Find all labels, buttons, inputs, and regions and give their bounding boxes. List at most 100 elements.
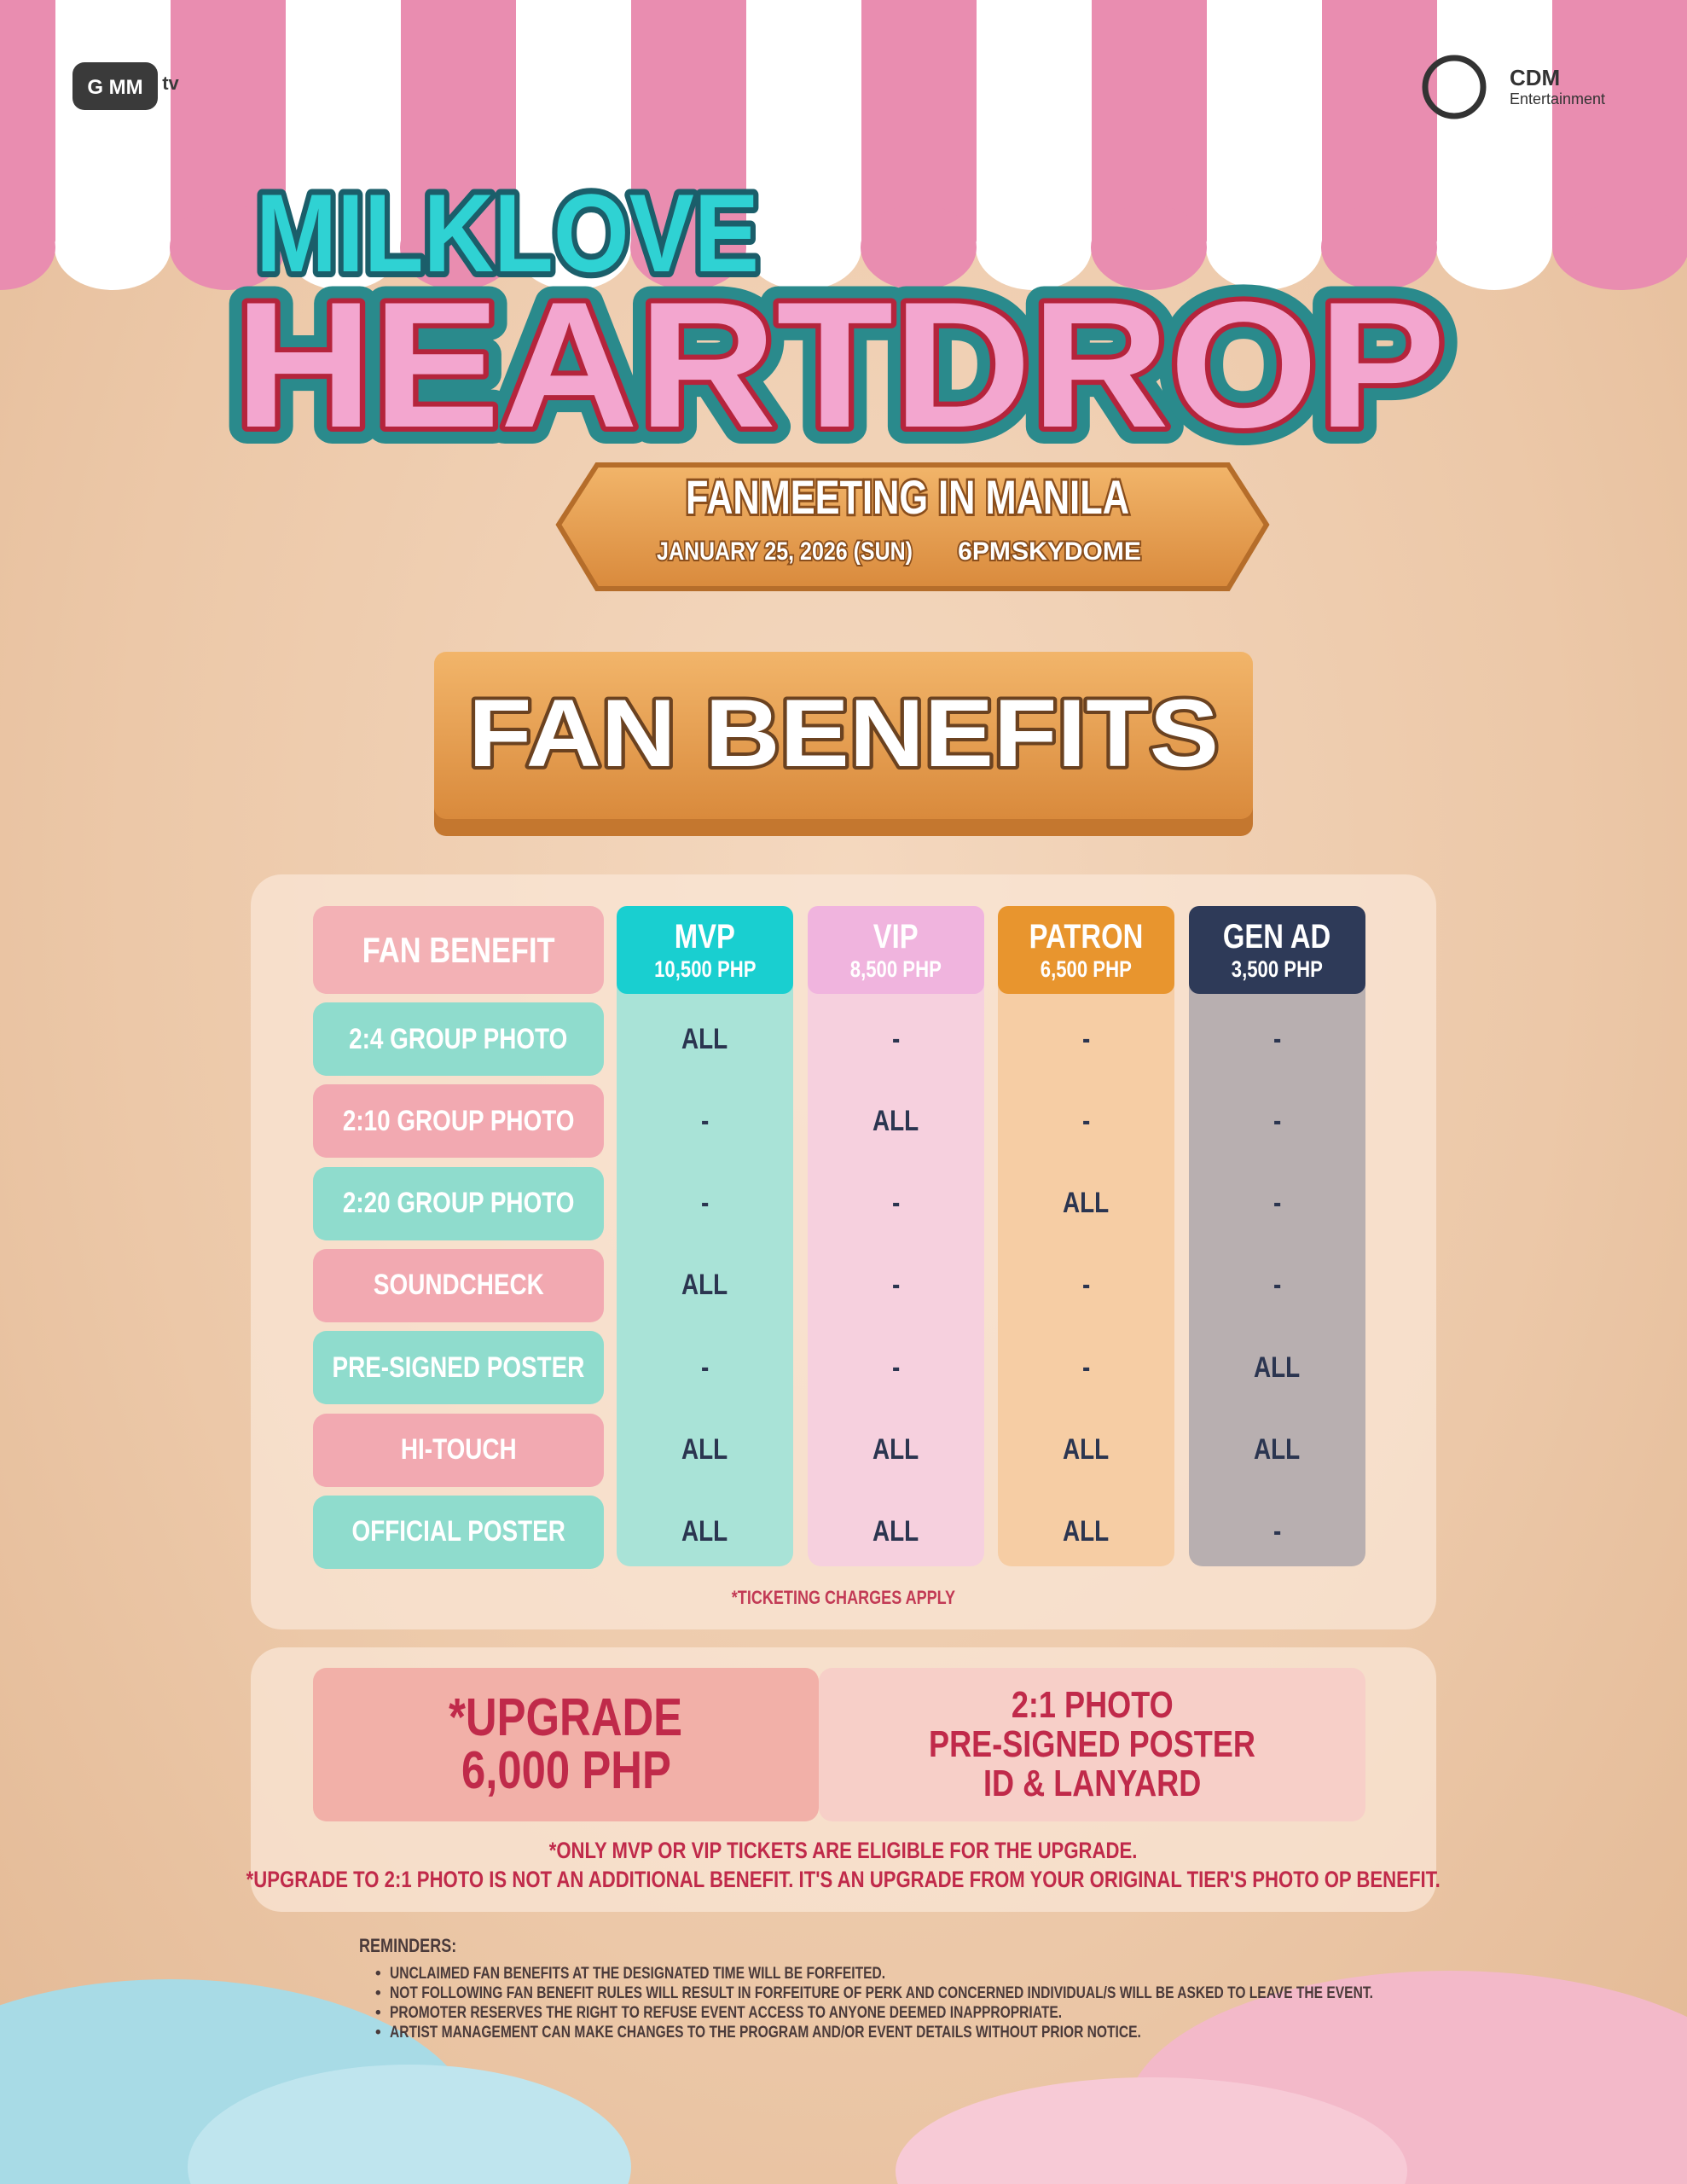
benefit-cell: ALL xyxy=(617,1249,793,1322)
tier-name: GEN AD xyxy=(1223,917,1331,956)
benefit-label-text: HI-TOUCH xyxy=(400,1433,517,1466)
benefit-cell: - xyxy=(808,1002,984,1076)
reminder-item-text: ARTIST MANAGEMENT CAN MAKE CHANGES TO TH… xyxy=(389,2023,1141,2042)
benefit-cell-text: - xyxy=(1272,1515,1282,1548)
board xyxy=(434,652,1253,819)
benefit-cell-text: ALL xyxy=(681,1022,728,1055)
benefit-cell-text: - xyxy=(1272,1187,1282,1220)
tier-name: PATRON xyxy=(1029,917,1144,956)
tier-price: 10,500 PHP xyxy=(653,956,757,982)
upgrade-item: 2:1 PHOTO xyxy=(1011,1683,1174,1726)
tier-header: MVP 10,500 PHP xyxy=(617,906,793,994)
title-line2: HEARTDROP xyxy=(235,264,1446,465)
benefit-label-text: OFFICIAL POSTER xyxy=(351,1515,565,1548)
benefit-cell-text: ALL xyxy=(1254,1350,1301,1384)
cdm-logo xyxy=(1422,55,1487,119)
upgrade-item: PRE-SIGNED POSTER xyxy=(929,1722,1255,1765)
tier-price: 6,500 PHP xyxy=(1040,956,1133,982)
benefit-cell-text: - xyxy=(1272,1022,1282,1055)
upgrade-note: *UPGRADE TO 2:1 PHOTO IS NOT AN ADDITION… xyxy=(246,1865,1441,1894)
reminders-title-text: REMINDERS: xyxy=(359,1935,457,1956)
benefit-cell-text: ALL xyxy=(1063,1515,1110,1548)
tier-name: MVP xyxy=(674,917,736,956)
tier-body xyxy=(808,906,984,1566)
event-date: JANUARY 25, 2026 (SUN) xyxy=(657,537,913,566)
tier-header: PATRON 6,500 PHP xyxy=(998,906,1174,994)
tier-body xyxy=(998,906,1174,1566)
benefit-label: SOUNDCHECK xyxy=(313,1248,604,1322)
benefit-label-text: 2:20 GROUP PHOTO xyxy=(342,1187,575,1220)
reminder-item: • NOT FOLLOWING FAN BENEFIT RULES WILL RE… xyxy=(375,1984,1589,2003)
benefit-cell-text: - xyxy=(891,1022,901,1055)
table-note-text: *TICKETING CHARGES APPLY xyxy=(731,1587,956,1608)
tier-price: 8,500 PHP xyxy=(849,956,942,982)
clouds xyxy=(0,1971,1687,2184)
benefit-cell-text: - xyxy=(891,1269,901,1302)
title-line1: MILKLOVE xyxy=(256,171,759,295)
cdm-text: CDM xyxy=(1510,65,1560,90)
benefit-cell: - xyxy=(1189,1167,1365,1240)
tier-body xyxy=(617,906,793,1566)
tier-body xyxy=(1189,906,1365,1566)
tier-price: 3,500 PHP xyxy=(1231,956,1324,982)
upgrade-note-text: *ONLY MVP OR VIP TICKETS ARE ELIGIBLE FO… xyxy=(549,1837,1138,1863)
benefit-cell-text: ALL xyxy=(1254,1433,1301,1466)
benefit-cell-text: - xyxy=(891,1187,901,1220)
benefit-cell: - xyxy=(998,1331,1174,1404)
upgrade-title: *UPGRADE xyxy=(449,1688,683,1747)
benefit-cell-text: ALL xyxy=(872,1433,919,1466)
tier-header: VIP 8,500 PHP xyxy=(808,906,984,994)
upgrade-note-text: *UPGRADE TO 2:1 PHOTO IS NOT AN ADDITION… xyxy=(246,1866,1441,1892)
benefit-label: PRE-SIGNED POSTER xyxy=(313,1331,604,1405)
event-sign xyxy=(555,462,1270,591)
benefit-label: 2:4 GROUP PHOTO xyxy=(313,1002,604,1076)
benefit-cell: - xyxy=(808,1249,984,1322)
reminders-title: REMINDERS: xyxy=(359,1935,478,1957)
benefit-cell: ALL xyxy=(1189,1331,1365,1404)
benefit-label-text: PRE-SIGNED POSTER xyxy=(332,1350,585,1384)
gmm-logo xyxy=(72,62,158,110)
gmm-text: G MM xyxy=(87,76,142,99)
header-cell-text: FAN BENEFIT xyxy=(362,929,555,970)
upgrade-note: *ONLY MVP OR VIP TICKETS ARE ELIGIBLE FO… xyxy=(251,1836,1436,1865)
upgrade-price: 6,000 PHP xyxy=(461,1741,671,1800)
bullet: • xyxy=(375,1964,381,1983)
benefit-cell: - xyxy=(808,1167,984,1240)
benefit-cell-text: - xyxy=(1081,1350,1091,1384)
benefit-cell: ALL xyxy=(998,1496,1174,1569)
reminder-item-text: UNCLAIMED FAN BENEFITS AT THE DESIGNATED… xyxy=(389,1964,885,1983)
reminder-item: • PROMOTER RESERVES THE RIGHT TO REFUSE E… xyxy=(375,2003,1209,2023)
reminder-item: • ARTIST MANAGEMENT CAN MAKE CHANGES TO T… xyxy=(375,2023,1306,2042)
benefit-label-text: 2:10 GROUP PHOTO xyxy=(342,1104,575,1137)
benefit-cell: ALL xyxy=(998,1167,1174,1240)
event-venue: SKYDOME xyxy=(1012,537,1141,566)
benefit-cell: - xyxy=(1189,1496,1365,1569)
benefit-cell-text: ALL xyxy=(872,1515,919,1548)
benefit-cell: - xyxy=(998,1249,1174,1322)
benefit-cell: - xyxy=(617,1331,793,1404)
bullet: • xyxy=(375,2003,381,2022)
cdm-sub: Entertainment xyxy=(1510,90,1605,107)
tier-name: VIP xyxy=(873,917,919,956)
benefit-cell-text: - xyxy=(1081,1269,1091,1302)
benefit-label: 2:10 GROUP PHOTO xyxy=(313,1084,604,1159)
event-time: 6PM xyxy=(958,537,1011,566)
upgrade-item: ID & LANYARD xyxy=(983,1763,1202,1805)
gmm-sub: tv xyxy=(162,73,179,94)
benefit-cell: ALL xyxy=(1189,1414,1365,1487)
benefit-cell-text: - xyxy=(891,1350,901,1384)
benefit-cell-text: ALL xyxy=(1063,1433,1110,1466)
benefit-cell: ALL xyxy=(808,1496,984,1569)
benefit-cell-text: - xyxy=(700,1104,710,1137)
benefit-label: OFFICIAL POSTER xyxy=(313,1495,604,1569)
awning xyxy=(0,0,1687,290)
upgrade-items: 2:1 PHOTO PRE-SIGNED POSTER ID & LANYARD xyxy=(819,1668,1365,1821)
reminder-item-text: PROMOTER RESERVES THE RIGHT TO REFUSE EV… xyxy=(389,2003,1062,2022)
bullet: • xyxy=(375,1984,381,2002)
benefit-label: 2:20 GROUP PHOTO xyxy=(313,1166,604,1240)
benefit-cell: - xyxy=(808,1331,984,1404)
benefit-cell: - xyxy=(1189,1002,1365,1076)
benefit-cell: - xyxy=(617,1084,793,1158)
benefit-cell-text: ALL xyxy=(1063,1187,1110,1220)
